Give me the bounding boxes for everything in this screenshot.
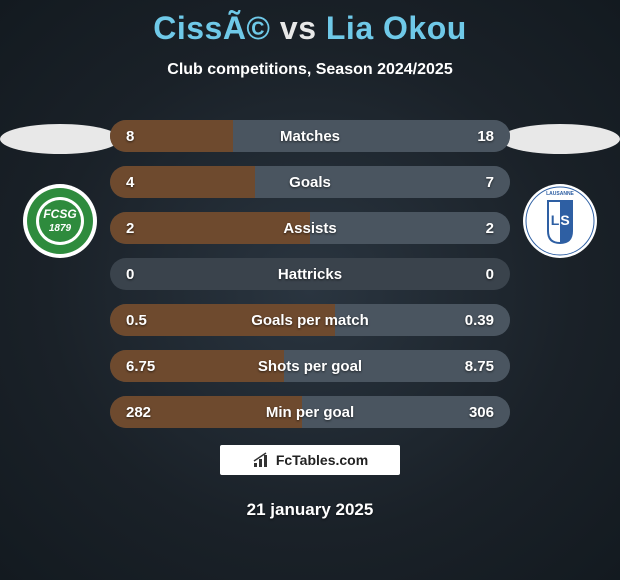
stat-row: 0.5Goals per match0.39	[110, 304, 510, 336]
stat-row: 8Matches18	[110, 120, 510, 152]
fctables-text: FcTables.com	[276, 452, 368, 468]
stat-label: Min per goal	[110, 404, 510, 421]
fctables-logo-icon	[252, 451, 270, 469]
stats-container: 8Matches18 4Goals7 2Assists2 0Hattricks0 0.5…	[110, 120, 510, 442]
club-crest-right: L S LAUSANNE	[522, 183, 598, 259]
stat-value-right: 18	[477, 128, 494, 145]
svg-text:L: L	[551, 212, 560, 228]
stat-label: Matches	[110, 128, 510, 145]
fcsg-crest-icon: FCSG 1879	[22, 183, 98, 259]
svg-text:FCSG: FCSG	[43, 207, 76, 221]
stat-value-right: 2	[486, 220, 494, 237]
player2-name: Lia Okou	[326, 10, 467, 46]
fctables-badge[interactable]: FcTables.com	[220, 445, 400, 475]
comparison-date: 21 january 2025	[0, 500, 620, 520]
stat-label: Assists	[110, 220, 510, 237]
stat-value-right: 7	[486, 174, 494, 191]
stat-label: Hattricks	[110, 266, 510, 283]
stat-value-right: 0	[486, 266, 494, 283]
stat-row: 4Goals7	[110, 166, 510, 198]
stat-value-right: 8.75	[465, 358, 494, 375]
svg-text:LAUSANNE: LAUSANNE	[546, 191, 574, 197]
comparison-title: CissÃ© vs Lia Okou	[0, 0, 620, 47]
player1-name: CissÃ©	[153, 10, 270, 46]
subtitle: Club competitions, Season 2024/2025	[0, 61, 620, 79]
crest-ellipse-right	[500, 124, 620, 154]
stat-row: 2Assists2	[110, 212, 510, 244]
stat-row: 282Min per goal306	[110, 396, 510, 428]
stat-label: Shots per goal	[110, 358, 510, 375]
stat-value-right: 0.39	[465, 312, 494, 329]
stat-label: Goals	[110, 174, 510, 191]
stat-row: 0Hattricks0	[110, 258, 510, 290]
svg-text:1879: 1879	[49, 223, 72, 234]
lausanne-crest-icon: L S LAUSANNE	[522, 183, 598, 259]
club-crest-left: FCSG 1879	[22, 183, 98, 259]
stat-label: Goals per match	[110, 312, 510, 329]
svg-text:S: S	[560, 212, 569, 228]
stat-value-right: 306	[469, 404, 494, 421]
crest-ellipse-left	[0, 124, 120, 154]
stat-row: 6.75Shots per goal8.75	[110, 350, 510, 382]
vs-text: vs	[280, 10, 317, 46]
